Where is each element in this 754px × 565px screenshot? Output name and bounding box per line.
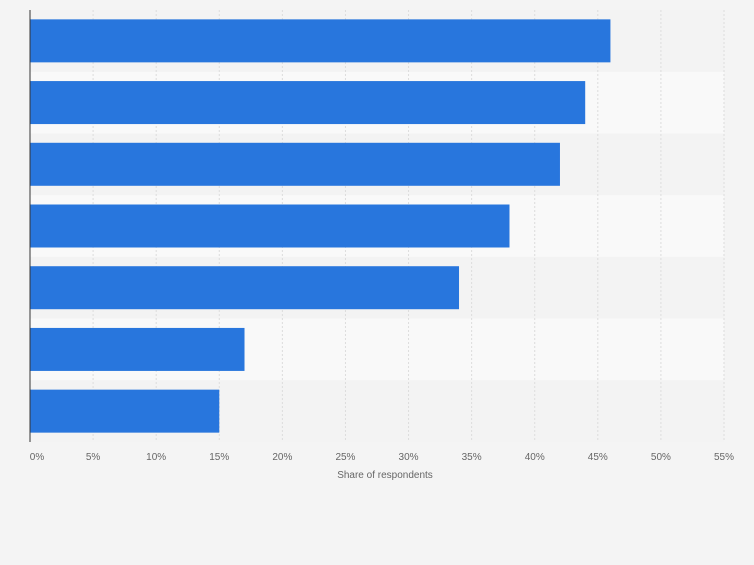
x-axis-label: Share of respondents (337, 470, 433, 481)
x-axis-ticks: 0% 5% 10% 15% 20% 25% 30% 35% 40% 45% 50% 55% (30, 452, 734, 463)
bar[interactable] (30, 389, 220, 433)
bar[interactable] (30, 81, 586, 125)
x-tick-label: 20% (272, 452, 292, 463)
bar[interactable] (30, 19, 611, 63)
bar[interactable] (30, 327, 245, 371)
x-tick-label: 55% (714, 452, 734, 463)
bar[interactable] (30, 266, 460, 310)
x-tick-label: 15% (209, 452, 229, 463)
x-tick-label: 35% (462, 452, 482, 463)
bar[interactable] (30, 142, 560, 186)
x-tick-label: 25% (335, 452, 355, 463)
bars (30, 19, 611, 433)
x-tick-label: 10% (146, 452, 166, 463)
bar[interactable] (30, 204, 510, 248)
x-tick-label: 0% (30, 452, 45, 463)
x-tick-label: 40% (525, 452, 545, 463)
x-tick-label: 50% (651, 452, 671, 463)
x-tick-label: 5% (86, 452, 101, 463)
x-tick-label: 30% (399, 452, 419, 463)
x-tick-label: 45% (588, 452, 608, 463)
